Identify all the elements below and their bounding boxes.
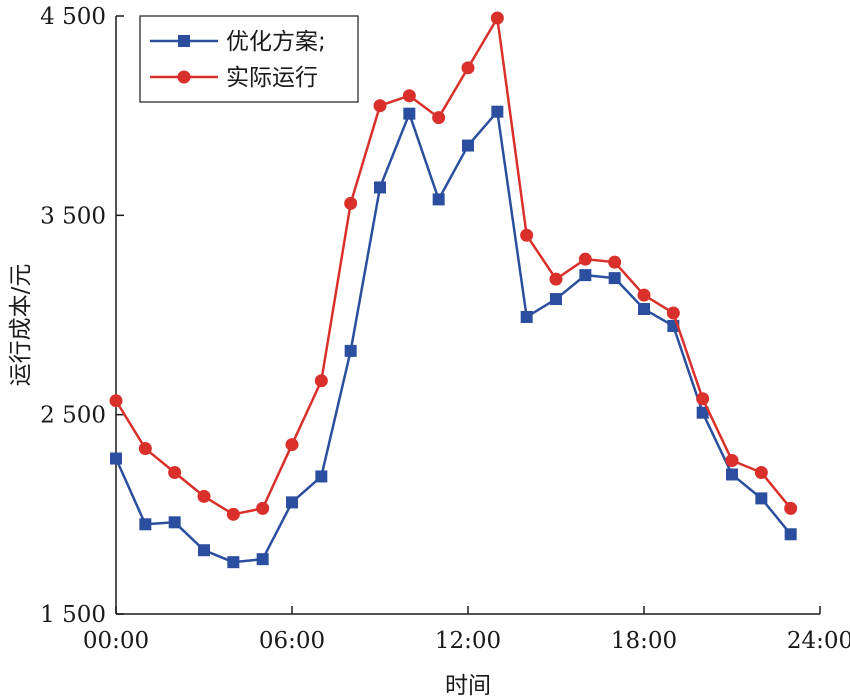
data-point-optimized (403, 107, 416, 120)
data-point-actual (725, 454, 739, 468)
data-point-actual (432, 111, 446, 125)
data-point-optimized (608, 272, 621, 285)
data-point-optimized (110, 452, 122, 465)
data-point-actual (314, 374, 328, 388)
data-point-optimized (491, 105, 504, 118)
data-point-optimized (198, 544, 210, 557)
legend-box (139, 15, 359, 103)
x-tick-label: 00:00 (83, 628, 149, 654)
data-point-optimized (726, 468, 738, 481)
data-point-actual (696, 392, 710, 406)
data-point-optimized (139, 518, 152, 531)
data-point-optimized (550, 293, 562, 306)
data-point-actual (197, 489, 211, 503)
data-point-actual (373, 99, 387, 113)
x-axis-title: 时间 (445, 673, 491, 699)
data-point-actual (138, 442, 152, 456)
data-point-actual (490, 11, 504, 25)
legend-label-optimized: 优化方案; (226, 29, 326, 55)
data-point-actual (226, 507, 240, 521)
data-point-actual (784, 501, 798, 515)
data-point-optimized (638, 303, 650, 316)
data-point-actual (168, 465, 182, 479)
series-actual (109, 11, 798, 521)
y-axis-title: 运行成本/元 (8, 264, 34, 387)
x-tick-label: 06:00 (259, 628, 325, 654)
data-point-optimized (520, 310, 533, 323)
data-point-actual (754, 465, 768, 479)
legend-label-actual: 实际运行 (226, 65, 318, 91)
data-point-actual (461, 61, 475, 75)
legend: 优化方案; 实际运行 (139, 15, 359, 103)
y-tick-label: 2 500 (40, 403, 106, 429)
data-point-optimized (784, 528, 797, 541)
data-point-optimized (315, 470, 328, 483)
data-point-optimized (286, 496, 298, 509)
y-tick-label: 3 500 (40, 203, 106, 229)
data-point-optimized (374, 181, 386, 194)
data-point-optimized (432, 193, 445, 206)
data-point-actual (578, 252, 592, 266)
legend-marker-actual (177, 70, 191, 84)
data-point-optimized (696, 406, 709, 419)
data-point-optimized (462, 139, 474, 152)
data-point-optimized (755, 492, 768, 505)
y-tick-label: 1 500 (40, 602, 106, 628)
data-point-actual (344, 196, 358, 210)
data-point-optimized (579, 269, 592, 282)
y-tick-label: 4 500 (40, 4, 106, 30)
data-point-actual (520, 228, 534, 242)
x-tick-label: 12:00 (435, 628, 501, 654)
x-tick-label: 18:00 (611, 628, 677, 654)
data-point-actual (637, 288, 651, 302)
data-point-actual (666, 306, 680, 320)
x-tick-label: 24:00 (787, 628, 850, 654)
data-point-actual (109, 394, 123, 408)
data-point-actual (608, 255, 622, 269)
data-point-optimized (256, 553, 269, 566)
data-point-optimized (344, 344, 357, 357)
data-point-optimized (168, 516, 181, 529)
data-point-actual (549, 272, 563, 286)
legend-marker-optimized (178, 35, 190, 47)
data-point-actual (402, 89, 416, 103)
tick-group: 00:00 06:00 12:00 18:00 24:00 1 500 2 500 3 500… (40, 4, 850, 654)
data-point-actual (256, 501, 270, 515)
series-group (109, 11, 798, 569)
series-optimized (110, 105, 797, 569)
series-line-optimized (114, 110, 792, 564)
data-point-actual (285, 438, 299, 452)
axes (115, 16, 820, 615)
data-point-optimized (227, 556, 240, 569)
